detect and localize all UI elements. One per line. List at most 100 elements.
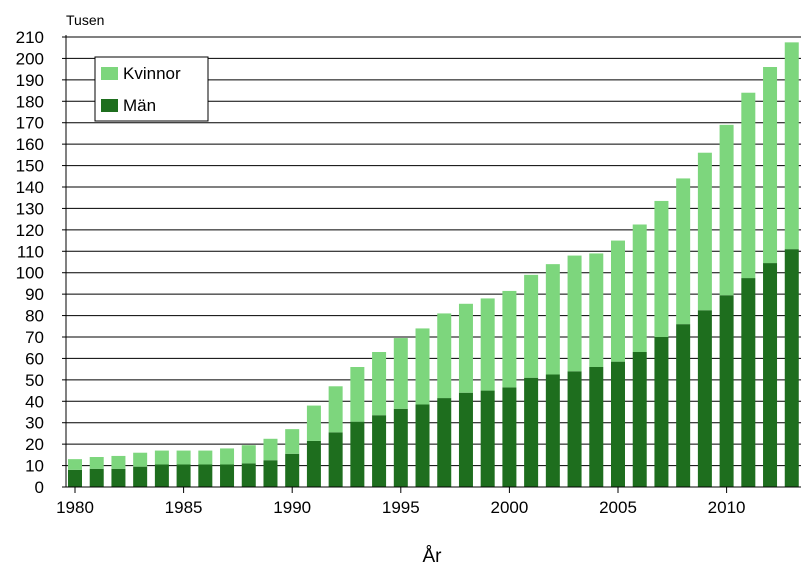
y-tick-label-40: 40 (25, 392, 44, 411)
bar-m-n-2004 (589, 367, 604, 487)
y-tick-label-10: 10 (25, 457, 44, 476)
bar-m-n-1990 (285, 453, 300, 487)
bar-m-n-1999 (480, 390, 495, 487)
y-tick-label-60: 60 (25, 349, 44, 368)
bar-kvinnor-1990 (285, 429, 300, 454)
y-tick-label-180: 180 (16, 92, 44, 111)
bar-m-n-2007 (654, 337, 669, 487)
x-axis-title: År (423, 546, 443, 567)
bar-kvinnor-1981 (89, 457, 104, 469)
bar-kvinnor-2009 (697, 152, 712, 311)
legend-label-man: Män (123, 96, 156, 115)
bar-m-n-1987 (220, 464, 235, 487)
bar-m-n-2010 (719, 295, 734, 487)
y-tick-label-190: 190 (16, 71, 44, 90)
y-tick-label-120: 120 (16, 221, 44, 240)
bar-m-n-1993 (350, 421, 365, 487)
bar-kvinnor-1993 (350, 367, 365, 422)
bar-m-n-1981 (89, 468, 104, 487)
bar-kvinnor-1982 (111, 455, 126, 469)
bar-m-n-1992 (328, 432, 343, 487)
legend-swatch-kvinnor (101, 67, 118, 80)
bar-kvinnor-2013 (784, 42, 799, 250)
bar-m-n-1980 (68, 469, 82, 487)
y-tick-label-200: 200 (16, 49, 44, 68)
y-tick-label-90: 90 (25, 285, 44, 304)
y-tick-label-210: 210 (16, 28, 44, 47)
legend-swatch-man (101, 99, 118, 112)
bar-m-n-1997 (437, 398, 452, 487)
y-tick-label-80: 80 (25, 307, 44, 326)
bar-kvinnor-1988 (241, 445, 256, 464)
legend: Kvinnor Män (94, 56, 209, 122)
bar-kvinnor-1991 (306, 405, 321, 441)
bars (68, 42, 799, 487)
x-tick-labels: 1980 1985 1990 1995 2000 2005 2010 (56, 487, 746, 517)
bar-m-n-1989 (263, 460, 278, 487)
y-tick-label-160: 160 (16, 135, 44, 154)
bar-kvinnor-1996 (415, 328, 430, 405)
bar-kvinnor-2002 (545, 264, 560, 375)
x-tick-label-1990: 1990 (273, 498, 311, 517)
bar-m-n-2006 (632, 352, 647, 487)
bar-kvinnor-1980 (68, 459, 82, 470)
y-tick-label-20: 20 (25, 435, 44, 454)
bar-kvinnor-1986 (198, 450, 213, 465)
bar-m-n-2000 (502, 387, 517, 487)
x-tick-label-2010: 2010 (708, 498, 746, 517)
bar-kvinnor-2004 (589, 253, 604, 367)
y-tick-label-150: 150 (16, 157, 44, 176)
bar-m-n-2009 (697, 310, 712, 487)
bar-kvinnor-1997 (437, 313, 452, 399)
bar-m-n-1995 (393, 408, 408, 487)
bar-m-n-1982 (111, 468, 126, 487)
y-tick-label-0: 0 (35, 478, 44, 497)
bar-m-n-1985 (176, 464, 191, 487)
bar-kvinnor-1989 (263, 438, 278, 461)
y-tick-label-130: 130 (16, 199, 44, 218)
bar-kvinnor-1995 (393, 338, 408, 409)
bar-kvinnor-1985 (176, 450, 191, 465)
y-tick-labels: 0 10 20 30 40 50 60 70 80 90 100 110 120 130 140 150 160… (16, 28, 66, 497)
bar-m-n-1996 (415, 404, 430, 487)
x-tick-label-2000: 2000 (490, 498, 528, 517)
bar-kvinnor-2011 (741, 92, 756, 279)
bar-kvinnor-2000 (502, 290, 517, 388)
bar-m-n-1991 (306, 440, 321, 487)
bar-m-n-1983 (133, 466, 148, 487)
y-tick-label-50: 50 (25, 371, 44, 390)
bar-kvinnor-2008 (676, 178, 691, 325)
y-tick-label-170: 170 (16, 114, 44, 133)
bar-m-n-2003 (567, 371, 582, 487)
bar-m-n-2013 (784, 249, 799, 487)
bar-kvinnor-2003 (567, 255, 582, 372)
axes (65, 35, 801, 488)
unit-label: Tusen (66, 12, 104, 28)
bar-m-n-1986 (198, 464, 213, 487)
bar-kvinnor-1983 (133, 452, 148, 467)
bar-kvinnor-1994 (372, 352, 387, 416)
bar-kvinnor-2007 (654, 200, 669, 337)
bar-m-n-2008 (676, 324, 691, 487)
bar-m-n-1994 (372, 415, 387, 487)
bar-m-n-2012 (763, 263, 778, 487)
x-tick-label-2005: 2005 (599, 498, 637, 517)
bar-kvinnor-1992 (328, 386, 343, 433)
bar-kvinnor-1999 (480, 298, 495, 391)
y-tick-label-100: 100 (16, 264, 44, 283)
bar-kvinnor-2005 (611, 240, 625, 362)
bar-kvinnor-2012 (763, 67, 778, 264)
legend-label-kvinnor: Kvinnor (123, 64, 181, 83)
y-tick-label-140: 140 (16, 178, 44, 197)
bar-m-n-2001 (524, 377, 539, 487)
y-tick-label-70: 70 (25, 328, 44, 347)
bar-kvinnor-1998 (458, 303, 473, 393)
bar-m-n-1984 (154, 464, 169, 487)
x-tick-label-1980: 1980 (56, 498, 94, 517)
bar-m-n-2005 (611, 361, 625, 487)
x-tick-label-1995: 1995 (382, 498, 420, 517)
bar-kvinnor-1984 (154, 450, 169, 465)
y-tick-label-30: 30 (25, 414, 44, 433)
bar-m-n-2011 (741, 278, 756, 487)
bar-kvinnor-2006 (632, 224, 647, 352)
